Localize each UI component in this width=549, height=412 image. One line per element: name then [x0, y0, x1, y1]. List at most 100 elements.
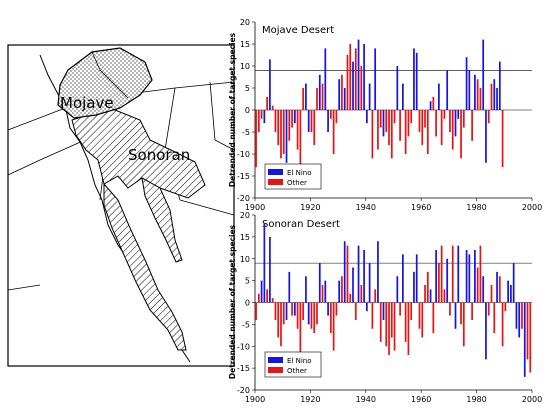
sonoran-bar [257, 293, 260, 303]
sonoran-bar [363, 250, 365, 303]
sonoran-bar [399, 302, 401, 316]
sonoran-bar [318, 263, 321, 303]
mojave-bar [474, 74, 476, 110]
mojave-bar [349, 44, 352, 110]
mojave-bar [305, 83, 307, 110]
mojave-bar [399, 110, 401, 141]
sonoran-bar [446, 258, 449, 303]
mojave-bar [418, 110, 421, 132]
baja-region [103, 182, 187, 351]
mojave-bar [424, 110, 426, 128]
sonoran-x-tick-label: 1980 [466, 395, 486, 404]
sonoran-legend-swatch-el-nino [268, 357, 283, 363]
mojave-x-tick-label: 1960 [411, 203, 431, 212]
sonoran-y-axis-label: Detrended number of target species [228, 224, 237, 379]
mojave-legend-label-other: Other [287, 179, 307, 187]
mojave-bar [318, 74, 321, 110]
sonoran-bar [485, 302, 487, 360]
mojave-bar [457, 110, 460, 119]
mojave-bar [451, 110, 454, 150]
mojave-y-tick-label: 10 [240, 62, 250, 71]
mojave-bar [288, 110, 291, 141]
mojave-bar [332, 110, 335, 154]
mojave-bar [471, 110, 473, 141]
mojave-bar [482, 39, 485, 110]
sonoran-y-tick-label: -5 [242, 320, 250, 329]
sonoran-bar [407, 302, 410, 355]
sonoran-bar [426, 271, 429, 303]
mojave-bar [379, 110, 382, 128]
sonoran-bar [413, 271, 415, 303]
sonoran-bar [382, 302, 385, 320]
sonoran-bar [388, 302, 390, 355]
mojave-bar [415, 52, 418, 110]
mojave-bar [402, 83, 404, 110]
mojave-bar [310, 110, 313, 132]
sonoran-bar [305, 276, 307, 303]
sonoran-bar [302, 302, 305, 320]
sonoran-bar [429, 289, 432, 303]
sonoran-bar [277, 302, 280, 338]
sonoran-bar [487, 302, 490, 316]
sonoran-bar [438, 263, 440, 303]
mojave-bar [476, 79, 479, 110]
mojave-bar [393, 110, 396, 124]
mojave-y-axis-label: Detrended number of target species [228, 32, 237, 187]
sonoran-bar [338, 280, 341, 303]
mojave-bar [465, 57, 468, 110]
sonoran-bar [518, 302, 521, 338]
mojave-bar [410, 110, 413, 124]
mojave-bar [485, 110, 487, 163]
sonoran-bar [510, 285, 512, 303]
mojave-bar [366, 110, 368, 124]
mojave-x-ticks: 1900 1920 1940 1960 1980 2000 [245, 198, 542, 212]
mojave-bar [449, 110, 451, 132]
sonoran-bar [490, 285, 493, 303]
mojave-bar [357, 39, 360, 110]
sonoran-bar [360, 285, 363, 303]
mojave-bar [498, 61, 501, 110]
mojave-bar [269, 59, 271, 110]
sonoran-bar [385, 302, 388, 347]
mojave-bar [426, 110, 429, 154]
mojave-bar [354, 48, 357, 110]
mojave-bar [338, 79, 341, 110]
sonoran-y-ticks: -20 -15 -10 -5 0 5 10 15 20 [237, 211, 255, 395]
sonoran-bar [374, 289, 377, 303]
sonoran-bar [280, 302, 282, 347]
mojave-bar [371, 110, 374, 159]
sonoran-bar [255, 302, 257, 320]
mojave-bar [260, 110, 263, 119]
sonoran-bar [313, 302, 316, 334]
sonoran-bar [474, 250, 476, 303]
sonoran-bars [255, 223, 532, 377]
sonoran-y-tick-label: 5 [245, 277, 250, 286]
mojave-bar [407, 110, 410, 137]
mojave-bar [263, 110, 266, 124]
mojave-bar [446, 70, 449, 110]
sonoran-bar [476, 267, 479, 303]
mojave-bar [280, 110, 282, 159]
sonoran-bar [512, 263, 515, 303]
sonoran-bar [498, 276, 501, 303]
sonoran-legend-label-other: Other [287, 367, 307, 375]
mojave-bar [479, 88, 482, 110]
mojave-bar [341, 74, 343, 110]
sonoran-bar [504, 302, 507, 312]
mojave-reference-lines [255, 70, 532, 111]
sonoran-bar [468, 254, 471, 303]
mojave-bar [429, 101, 432, 110]
sonoran-x-tick-label: 2000 [522, 395, 542, 404]
sonoran-bar [496, 271, 498, 303]
sonoran-bar [310, 302, 313, 329]
sonoran-bar [454, 302, 457, 329]
sonoran-reference-lines [255, 262, 532, 303]
mojave-bar [460, 110, 462, 159]
sonoran-bar [479, 245, 482, 303]
sonoran-bar [523, 302, 526, 377]
sonoran-x-tick-label: 1940 [356, 395, 376, 404]
mojave-x-tick-label: 1940 [356, 203, 376, 212]
sonoran-y-tick-label: 20 [240, 211, 250, 220]
mojave-bar [462, 110, 465, 128]
